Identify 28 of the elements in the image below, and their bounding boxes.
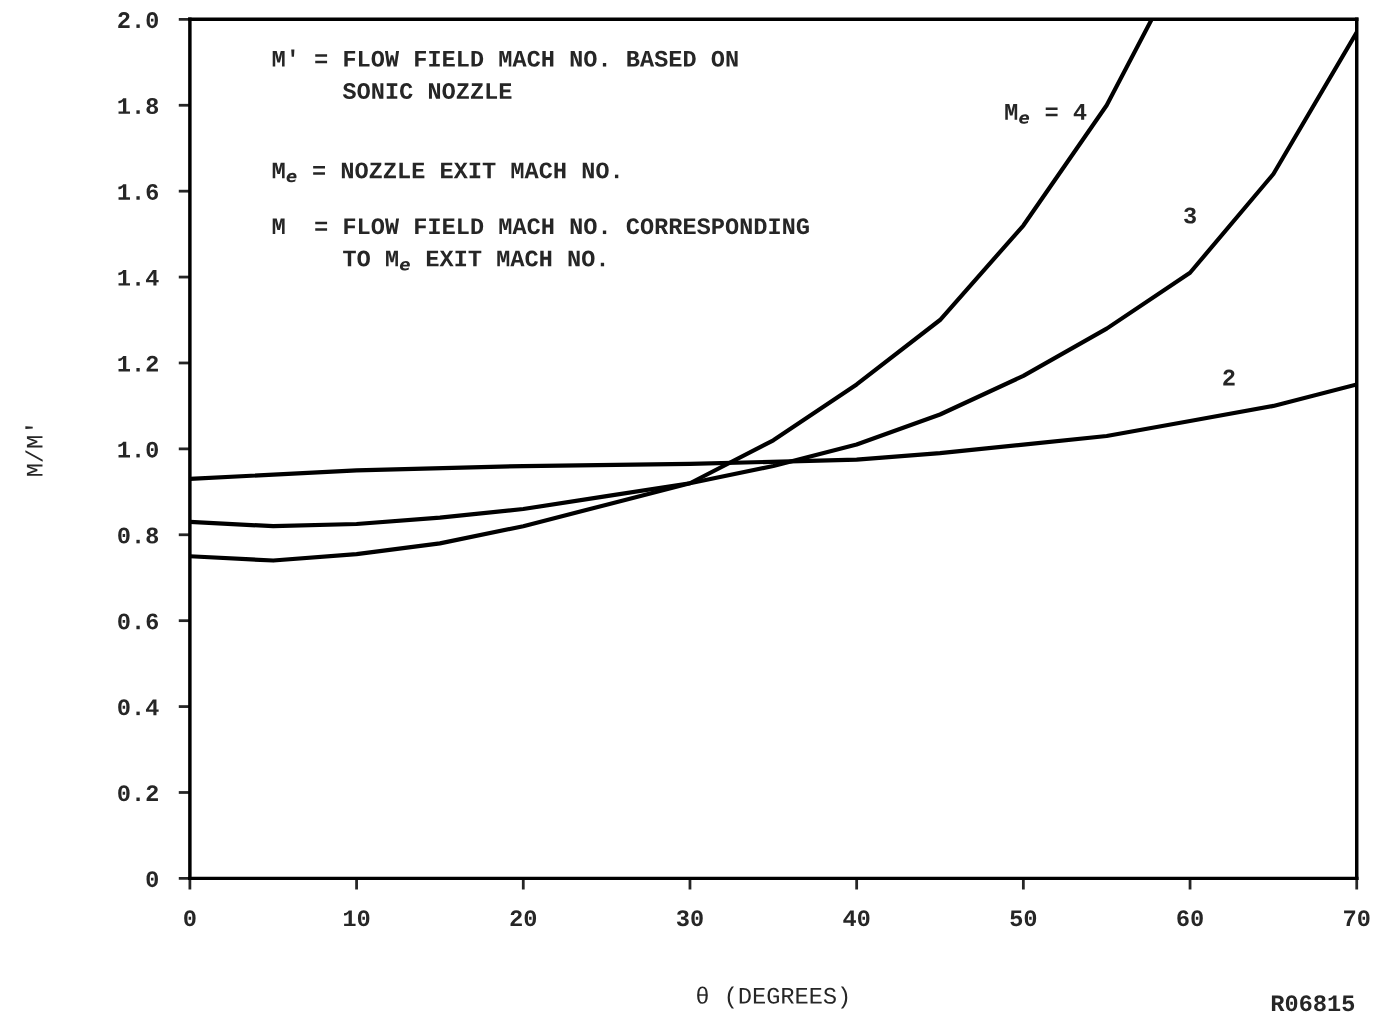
x-tick-label: 0 xyxy=(184,910,196,927)
y-tick-label: 0.2 xyxy=(118,785,158,802)
y-axis-title: M/M' xyxy=(25,426,43,476)
annotation: M$_{e}$ = NOZZLE EXIT MACH NO. xyxy=(272,162,619,183)
y-tick-label: 1.2 xyxy=(118,355,158,372)
text: R06815 xyxy=(1271,995,1355,1012)
x-tick-label: 10 xyxy=(344,910,370,927)
x-tick-label: 30 xyxy=(676,910,703,927)
annotation: M = FLOW FIELD MACH NO. CORRESPONDING TO M$_{e}$ EXIT MACH NO. xyxy=(272,218,809,271)
x-tick-label: 40 xyxy=(843,910,870,927)
y-tick-label: 0.6 xyxy=(118,613,159,630)
x-tick-label: 50 xyxy=(1010,910,1037,927)
series-label: M$_{e}$ = 4 xyxy=(1005,104,1087,124)
y-tick-label: 1.4 xyxy=(118,270,159,286)
y-tick-label: 1.0 xyxy=(118,441,158,458)
y-tick-label: 1.8 xyxy=(118,98,159,115)
x-tick-label: 20 xyxy=(510,910,537,927)
y-tick-label: 1.6 xyxy=(118,183,159,200)
series-label: 3 xyxy=(1184,207,1196,224)
y-tick-label: 0.4 xyxy=(118,699,159,716)
x-axis-title: θ (DEGREES) xyxy=(697,986,848,1009)
y-tick-label: 0.8 xyxy=(118,527,159,544)
annotation: M' = FLOW FIELD MACH NO. BASED ON SONIC NOZZLE xyxy=(272,49,738,100)
y-tick-label: 0 xyxy=(146,871,158,888)
y-tick-label: 2.0 xyxy=(118,12,158,29)
x-tick-label: 70 xyxy=(1344,910,1370,927)
series-label: 2 xyxy=(1223,369,1235,386)
x-tick-label: 60 xyxy=(1177,910,1203,927)
